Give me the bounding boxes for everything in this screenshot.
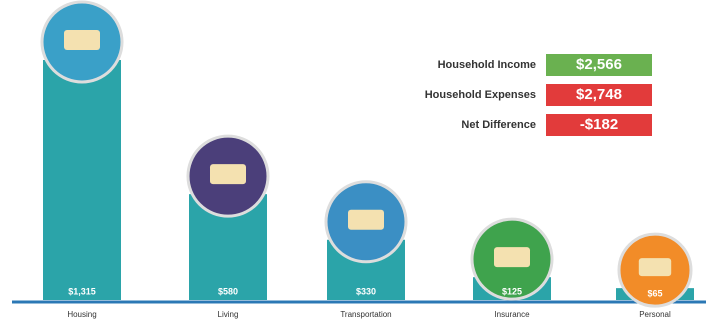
icon-detail [494, 247, 530, 268]
icon-detail [638, 258, 672, 277]
summary-value: -$182 [580, 116, 618, 133]
summary-value: $2,748 [576, 86, 622, 103]
category-label: Insurance [494, 310, 530, 319]
summary-label: Net Difference [461, 119, 536, 131]
category-label: Living [218, 310, 239, 319]
summary-value: $2,566 [576, 56, 622, 73]
summary-label: Household Expenses [425, 89, 536, 101]
value-label: $65 [647, 288, 662, 298]
bar [43, 60, 121, 300]
value-label: $330 [356, 286, 376, 296]
category-label: Personal [639, 310, 671, 319]
summary-label: Household Income [438, 59, 536, 71]
icon-detail [348, 209, 384, 230]
value-label: $125 [502, 286, 522, 296]
value-label: $1,315 [68, 286, 96, 296]
summary-box [546, 54, 652, 76]
summary-box [546, 114, 652, 136]
value-label: $580 [218, 286, 238, 296]
category-label: Housing [67, 310, 96, 319]
icon-detail [64, 30, 100, 50]
icon-detail [210, 164, 246, 185]
summary-box [546, 84, 652, 106]
category-label: Transportation [340, 310, 391, 319]
